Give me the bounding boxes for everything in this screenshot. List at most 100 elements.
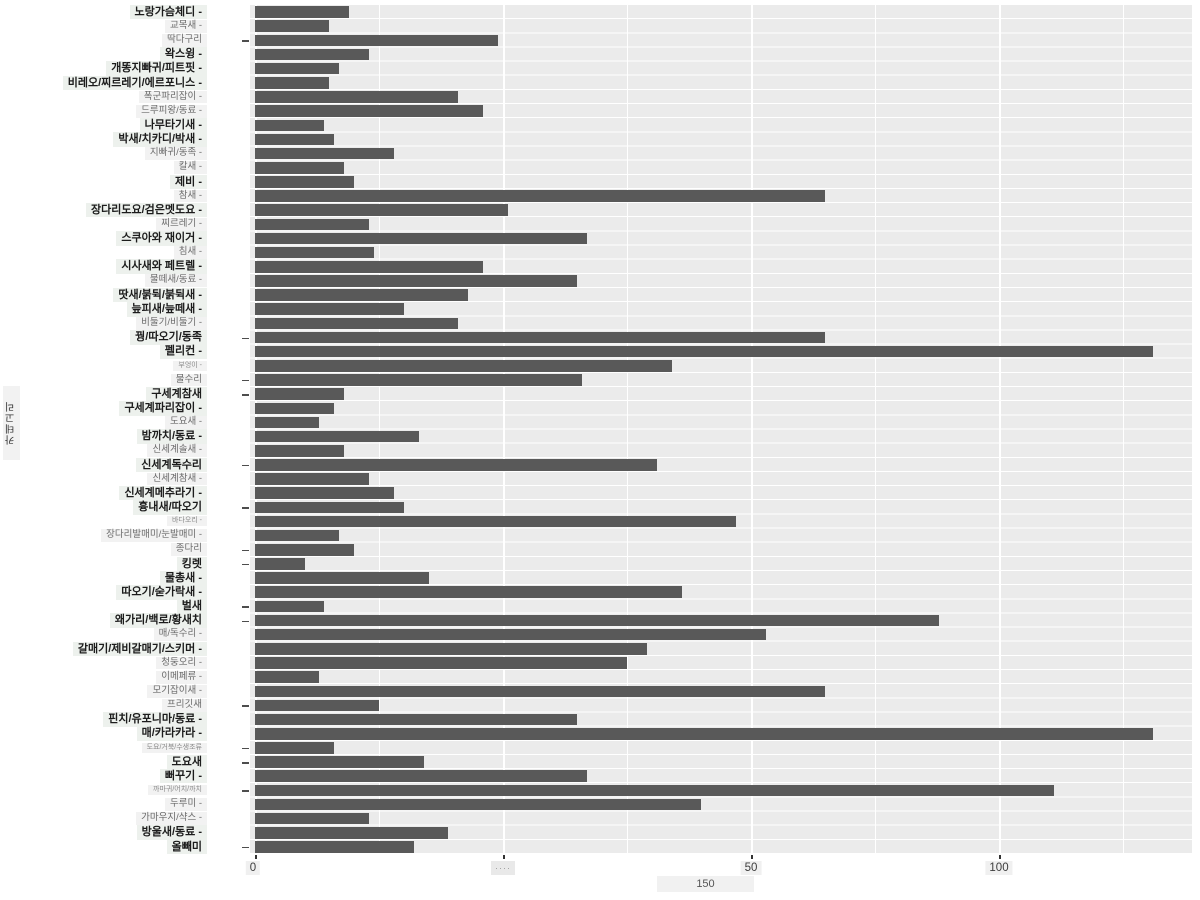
y-axis-label: 도요새 - [164, 415, 207, 429]
y-axis-label: 신세계솔새 - [147, 444, 207, 458]
y-axis-label-row: 왁스윙 - [0, 47, 250, 62]
y-axis-label: 프리깃새 [162, 698, 207, 712]
y-axis-label: 가마우지/샥스 - [136, 812, 207, 826]
y-axis-label-row: 물떼새/동료 - [0, 274, 250, 288]
y-axis-tick [242, 846, 249, 849]
y-axis-label-row: 프리깃새 [0, 698, 250, 712]
y-axis-tick [242, 394, 249, 396]
y-axis-label: 청둥오리 - [156, 656, 207, 670]
x-axis-tick [751, 855, 753, 859]
y-axis-label-row: 신세계메추라기 - [0, 485, 250, 501]
bar [255, 430, 419, 443]
x-axis-tick [255, 855, 257, 859]
y-axis-label: 꿩/따오기/동족 [130, 330, 207, 345]
bar [255, 742, 335, 754]
y-axis-label: 침새 - [173, 246, 207, 260]
bar [255, 289, 469, 301]
bar [255, 190, 826, 202]
bar [255, 218, 370, 231]
gridline-minor [1123, 5, 1124, 854]
y-axis-label-row: 땃새/붉뒥/붉뒥새 - [0, 287, 250, 303]
y-axis-label: 두루미 - [164, 798, 207, 811]
y-axis-label: 핀치/유포니마/동료 - [103, 712, 207, 727]
y-axis-label: 나무타기새 - [139, 117, 207, 133]
gridline-minor [379, 5, 380, 854]
bar [255, 628, 766, 641]
y-axis-label-row: 따오기/숟가락새 - [0, 584, 250, 600]
y-axis-label: 올빼미 [166, 839, 207, 855]
bar [255, 345, 1153, 358]
y-axis-label-row: 장다리도요/검은멧도요 - [0, 202, 250, 218]
y-axis-label-row: 꿩/따오기/동족 [0, 330, 250, 345]
y-axis-tick [242, 620, 249, 623]
y-axis-label: 바다오리 - [166, 516, 207, 527]
y-axis-label: 매/카라카라 - [136, 726, 207, 742]
gridline-major [255, 5, 257, 854]
bar [255, 827, 449, 839]
y-axis-label: 이메페류 - [156, 670, 207, 684]
stray-tick-text: 150 [696, 878, 715, 890]
y-axis-label: 지빠귀/동족 - [144, 147, 207, 161]
y-axis-label-row: 물수리 [0, 373, 250, 387]
y-axis-label-row: 드루피왕/동료 - [0, 104, 250, 118]
bar [255, 487, 394, 499]
y-axis-label: 스쿠아와 재이거 - [116, 231, 207, 246]
y-axis-label-row: 갈매기/제비갈매기/스키머 - [0, 641, 250, 657]
bar [255, 6, 350, 18]
y-axis-label-row: 참새 - [0, 189, 250, 203]
y-axis-label-row: 방울새/동료 - [0, 825, 250, 841]
bar [255, 91, 459, 103]
y-axis-label: 신세계메추라기 - [119, 485, 207, 501]
bar [255, 812, 370, 825]
y-axis-label: 밤까치/동료 - [136, 429, 207, 444]
y-axis-label: 물수리 [170, 373, 207, 387]
y-axis-label-row: 매/카라카라 - [0, 726, 250, 742]
y-axis-label-row: 킹렛 [0, 556, 250, 572]
bar [255, 444, 345, 457]
y-axis-label-row: 딱다구리 [0, 33, 250, 47]
y-axis-label: 박새/치카디/박새 - [113, 132, 207, 147]
y-axis-label: 펠리컨 - [159, 344, 207, 359]
y-axis-label: 시사새와 페트렐 - [116, 259, 207, 275]
y-axis-label-row: 올빼미 [0, 839, 250, 855]
y-axis-label: 따오기/숟가락새 - [116, 584, 207, 600]
y-axis-label-row: 도요새 [0, 754, 250, 770]
gridline-minor [875, 5, 876, 854]
y-axis-tick [242, 790, 249, 792]
y-axis-label-row: 흉내새/따오기 [0, 500, 250, 515]
y-axis-label-row: 바다오리 - [0, 514, 250, 528]
y-axis-label: 까마귀/어치/까치 [148, 785, 207, 796]
y-axis-label: 찌르레기 - [156, 217, 207, 231]
y-axis-tick [242, 337, 249, 340]
y-axis-label-row: 모기잡이새 - [0, 684, 250, 698]
y-axis-label: 장다리도요/검은멧도요 - [86, 202, 207, 218]
gridline-minor [627, 5, 628, 854]
y-axis-label-row: 침새 - [0, 246, 250, 260]
bar [255, 232, 588, 245]
y-axis-label: 모기잡이새 - [147, 684, 207, 698]
y-axis-label: 갈매기/제비갈매기/스키머 - [72, 641, 207, 657]
bar [255, 303, 404, 316]
y-axis-label: 구세계참새 [146, 386, 207, 402]
y-axis-label-row: 두루미 - [0, 797, 250, 811]
y-axis-label: 땃새/붉뒥/붉뒥새 - [113, 287, 207, 303]
y-axis-label-row: 뻐꾸기 - [0, 768, 250, 784]
y-axis-label-row: 폭군파리잡이 - [0, 90, 250, 104]
y-axis-label: 킹렛 [176, 556, 207, 572]
bar [255, 544, 355, 556]
y-axis-label: 방울새/동료 - [136, 825, 207, 841]
y-axis-tick [242, 40, 249, 42]
y-axis-label-row: 도요/거북/수생조류 [0, 741, 250, 755]
y-axis-label-row: 이메페류 - [0, 670, 250, 684]
bar [255, 331, 826, 344]
bar [255, 147, 394, 160]
bar [255, 402, 335, 415]
y-axis-label: 흉내새/따오기 [133, 500, 207, 515]
bar [255, 784, 1054, 797]
y-axis-label: 물떼새/동료 - [144, 274, 207, 288]
bar [255, 34, 499, 47]
y-axis-label: 종다리 [170, 543, 207, 557]
y-axis-tick [242, 549, 249, 552]
bar [255, 77, 330, 89]
y-axis-label-row: 늪피새/늪떼새 - [0, 301, 250, 317]
